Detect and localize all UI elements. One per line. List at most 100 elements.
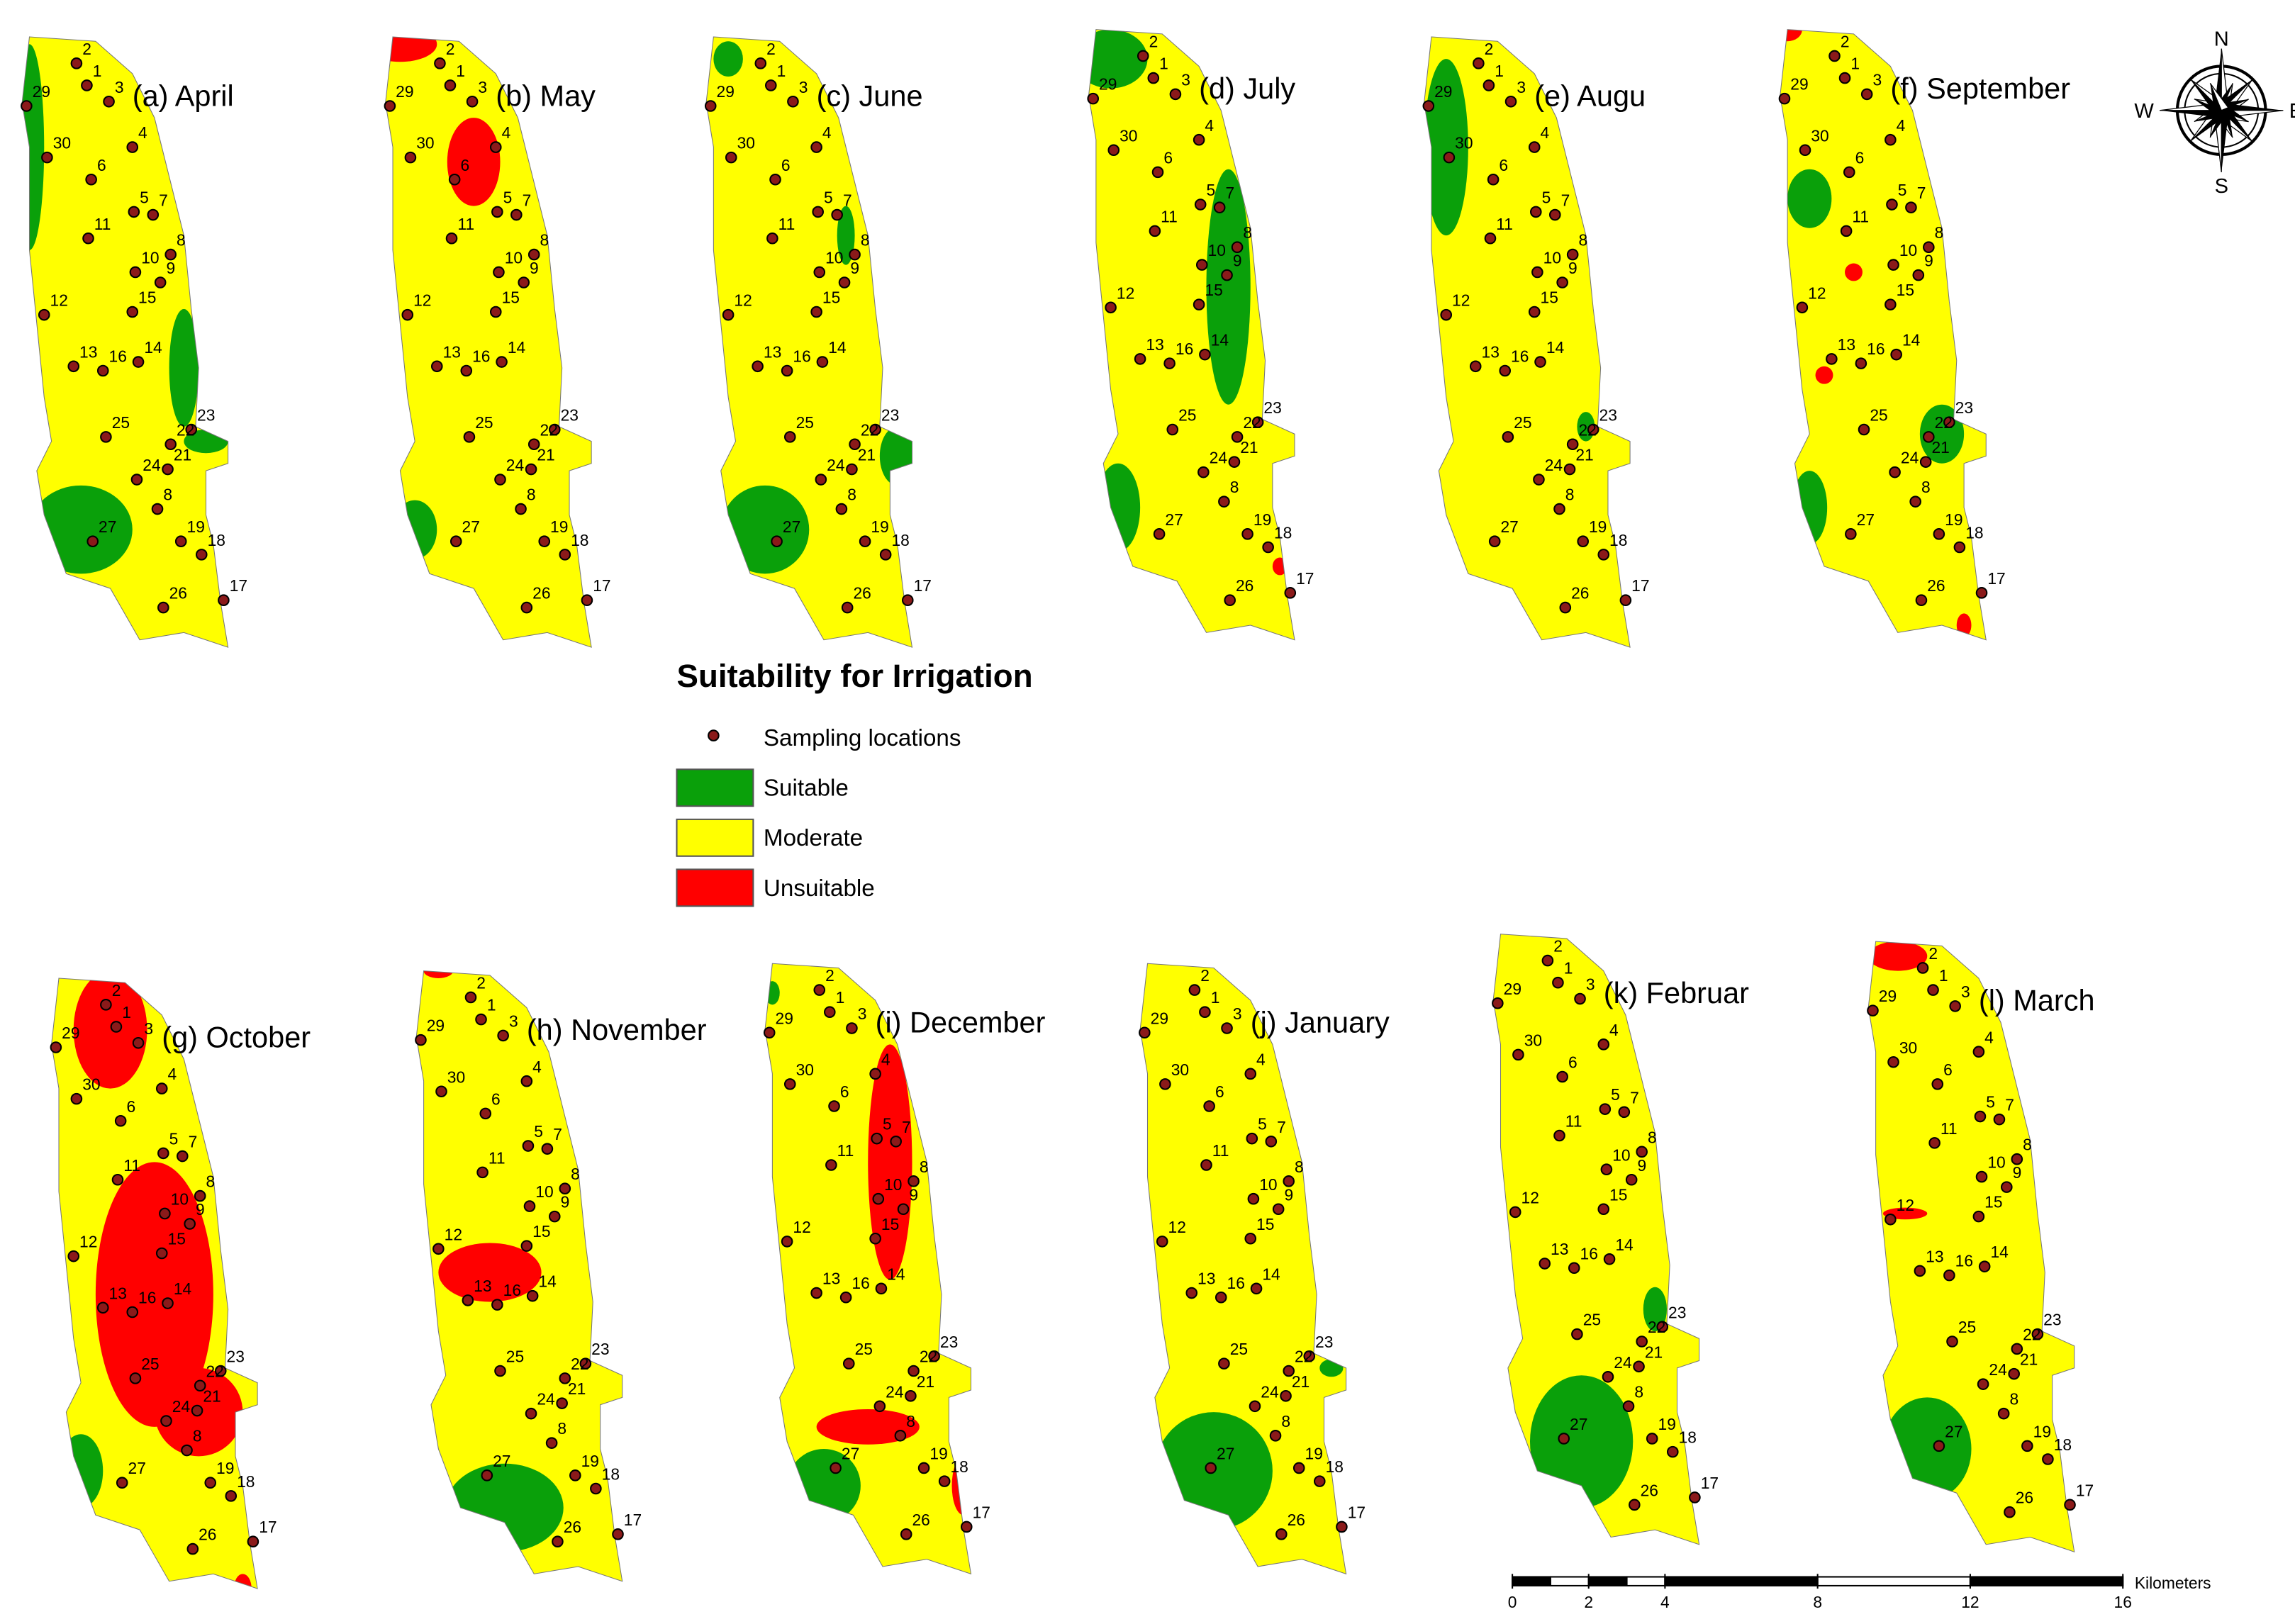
station-label: 15: [138, 289, 156, 307]
sampling-location: [103, 95, 115, 108]
sampling-location: [1303, 1350, 1316, 1362]
sampling-location: [960, 1521, 973, 1533]
sampling-location: [1213, 201, 1226, 213]
sampling-location: [1933, 1440, 1945, 1452]
station-label: 19: [1945, 510, 1962, 529]
station-label: 30: [447, 1068, 465, 1086]
sampling-location: [1916, 962, 1929, 974]
sampling-location: [475, 1013, 487, 1026]
station-label: 24: [1261, 1382, 1279, 1401]
station-label: 11: [837, 1141, 854, 1160]
station-label: 1: [1159, 55, 1168, 73]
sampling-location: [875, 1282, 888, 1295]
sampling-location: [894, 1430, 907, 1442]
sampling-location: [126, 306, 139, 318]
station-label: 30: [82, 1075, 100, 1094]
station-label: 11: [1565, 1112, 1582, 1131]
sampling-location: [1953, 541, 1966, 554]
station-label: 24: [1210, 449, 1228, 467]
station-label: 19: [1589, 517, 1607, 536]
station-label: 10: [1899, 241, 1917, 259]
zone-unsuitable: [233, 1574, 252, 1589]
station-label: 25: [1514, 413, 1531, 432]
station-label: 4: [532, 1058, 542, 1076]
station-label: 4: [1541, 123, 1550, 142]
station-label: 14: [1262, 1265, 1280, 1283]
zone-suitable: [713, 41, 743, 77]
sampling-location: [1923, 431, 1935, 443]
sampling-location: [128, 206, 140, 218]
sampling-location: [494, 1365, 506, 1377]
station-label: 11: [1941, 1119, 1958, 1138]
sampling-location: [1931, 1078, 1944, 1090]
sampling-location: [1912, 269, 1925, 281]
sampling-location: [612, 1528, 624, 1540]
sampling-location: [1249, 1400, 1261, 1413]
sampling-location: [1914, 1265, 1926, 1277]
station-label: 22: [540, 420, 558, 439]
sampling-location: [1571, 1328, 1583, 1340]
station-label: 2: [825, 966, 834, 985]
sampling-location: [752, 360, 764, 373]
legend-label: Unsuitable: [764, 875, 875, 902]
sampling-location: [1313, 1475, 1326, 1487]
sampling-location: [129, 266, 142, 279]
sampling-location: [1905, 201, 1917, 213]
station-label: 7: [523, 191, 532, 210]
sampling-location: [722, 308, 735, 321]
sampling-location: [2021, 1440, 2033, 1452]
station-label: 8: [920, 1158, 929, 1176]
sampling-location: [1280, 1389, 1292, 1402]
station-label: 16: [1580, 1244, 1598, 1262]
station-label: 29: [1790, 75, 1808, 94]
sampling-location: [445, 232, 458, 245]
station-label: 25: [855, 1340, 873, 1358]
station-label: 14: [1615, 1236, 1634, 1254]
sampling-location: [510, 208, 523, 221]
sampling-location: [489, 306, 502, 318]
sampling-location: [1147, 72, 1160, 84]
zones: [59, 978, 252, 1589]
zone-suitable: [1883, 1397, 1972, 1501]
sampling-location: [579, 1357, 592, 1370]
sampling-location: [905, 1389, 917, 1402]
station-label: 17: [1348, 1503, 1366, 1522]
sampling-location: [1553, 503, 1565, 515]
station-label: 1: [456, 62, 465, 80]
sampling-location: [1169, 88, 1182, 101]
station-label: 24: [172, 1397, 191, 1416]
station-label: 5: [1207, 181, 1216, 199]
sampling-location: [1107, 144, 1120, 157]
sampling-location: [1556, 1070, 1568, 1083]
sampling-location: [1840, 225, 1853, 237]
sampling-location: [1574, 992, 1586, 1005]
station-label: 23: [591, 1340, 609, 1358]
sampling-location: [1977, 1378, 1989, 1390]
sampling-location: [1533, 474, 1545, 486]
sampling-location: [476, 1166, 488, 1179]
station-label: 23: [1599, 406, 1617, 425]
station-label: 11: [1161, 207, 1178, 225]
sampling-location: [1927, 984, 1939, 996]
sampling-location: [1218, 1357, 1230, 1370]
station-label: 13: [1838, 335, 1855, 354]
station-label: 29: [1434, 82, 1452, 101]
sampling-location: [1214, 1291, 1227, 1304]
sampling-location: [545, 1437, 558, 1449]
sampling-location: [1484, 232, 1497, 245]
zone-suitable: [1787, 169, 1832, 228]
station-label: 11: [1852, 207, 1869, 225]
sampling-location: [181, 1444, 193, 1457]
compass-s: S: [2215, 175, 2228, 198]
zone-unsuitable: [385, 36, 437, 62]
zone-suitable: [837, 206, 855, 265]
sampling-location: [766, 232, 778, 245]
station-label: 25: [1870, 406, 1887, 425]
sampling-location: [1194, 198, 1207, 211]
scale-segment: [1549, 1576, 1590, 1586]
station-label: 21: [1240, 438, 1258, 457]
sampling-location: [527, 438, 540, 451]
